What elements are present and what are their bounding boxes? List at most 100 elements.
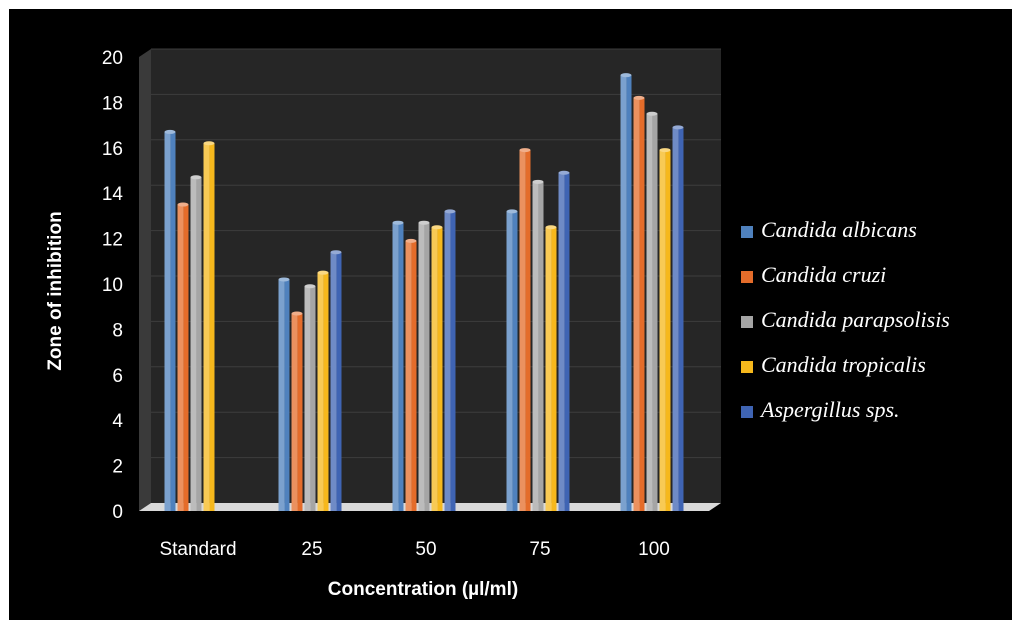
bar [392,220,404,511]
x-tick-label: 25 [301,539,322,560]
y-axis-title: Zone of inhibition [45,211,66,370]
bar-face [183,204,189,512]
bar [519,148,531,511]
bar-face-light [418,222,425,511]
legend-label: Candida albicans [761,217,917,242]
bar-chart: 0 2 4 6 8 10 12 14 16 18 20 Standard 25 50 75 100 Zone… [45,48,950,600]
bar-face-light [633,97,640,512]
bar [278,277,290,511]
bar-top [633,95,645,100]
bar-top [291,311,303,316]
bar [646,111,658,511]
bar [405,238,417,511]
bar-face [323,272,329,511]
bar-top [545,225,557,230]
bar-face-light [190,177,197,511]
bar [620,73,632,511]
bar-face-light [532,181,539,511]
bar [431,225,443,511]
bar [177,202,189,512]
bar [190,175,202,511]
bar-face [665,150,671,511]
bar-face [411,240,417,511]
legend-item: Aspergillus sps. [741,397,900,422]
bar-face [170,131,176,511]
bar [633,95,645,512]
bar [506,209,518,512]
bar-face-light [317,272,324,511]
bar-face-light [444,211,451,512]
bar-face-light [177,204,184,512]
bar-face [564,172,570,511]
bar [659,148,671,511]
bar-face-light [672,127,679,512]
bar-face [209,143,215,511]
bar-face [196,177,202,511]
bar-face [310,286,316,511]
legend-swatch [741,316,753,328]
bar-top [190,175,202,180]
bar [532,179,544,511]
y-tick-label: 6 [112,366,123,387]
bar-face-light [405,240,412,511]
bar [558,170,570,511]
bar-top [405,238,417,243]
bar-top [506,209,518,214]
bar-face-light [291,313,298,511]
bar-face-light [659,150,666,511]
y-tick-label: 12 [102,230,123,251]
bar-top [659,148,671,153]
legend-label: Aspergillus sps. [759,397,900,422]
legend-swatch [741,226,753,238]
bar-top [646,111,658,116]
chart-frame: 0 2 4 6 8 10 12 14 16 18 20 Standard 25 50 75 100 Zone… [9,9,1012,620]
bar-face [652,113,658,511]
bar [672,125,684,512]
bar-top [304,284,316,289]
bar-face [336,252,342,511]
bar-face [450,211,456,512]
y-tick-label: 2 [112,457,123,478]
bar-top [519,148,531,153]
bar-top [532,179,544,184]
bar [304,284,316,511]
y-tick-label: 18 [102,93,123,114]
bar-face [525,150,531,511]
x-tick-label: 75 [529,539,550,560]
bar-face [678,127,684,512]
legend-swatch [741,361,753,373]
bar-face [538,181,544,511]
bar-top [278,277,290,282]
bar-top [418,220,430,225]
y-tick-label: 8 [112,320,123,341]
bar-face-light [203,143,210,511]
legend-swatch [741,271,753,283]
y-tick-label: 0 [112,502,123,523]
bar [203,141,215,511]
bar-face [424,222,430,511]
legend-label: Candida cruzi [761,262,886,287]
bar-top [672,125,684,130]
legend-item: Candida parapsolisis [741,307,950,332]
x-axis-title: Concentration (µl/ml) [328,579,518,600]
bar-top [444,209,456,214]
bar-face [512,211,518,512]
bar-face [551,227,557,511]
bar-face-light [304,286,311,511]
bar-face-light [558,172,565,511]
bar [545,225,557,511]
bar-face [297,313,303,511]
bar-top [558,170,570,175]
x-tick-label: 100 [638,539,670,560]
bar-top [203,141,215,146]
chart-side-wall [139,49,151,511]
bar-top [392,220,404,225]
legend-label: Candida parapsolisis [761,307,950,332]
y-tick-label: 10 [102,275,123,296]
bar-top [317,270,329,275]
bar-face-light [392,222,399,511]
bar-top [177,202,189,207]
bar-top [431,225,443,230]
bar-face [284,279,290,511]
bar [418,220,430,511]
